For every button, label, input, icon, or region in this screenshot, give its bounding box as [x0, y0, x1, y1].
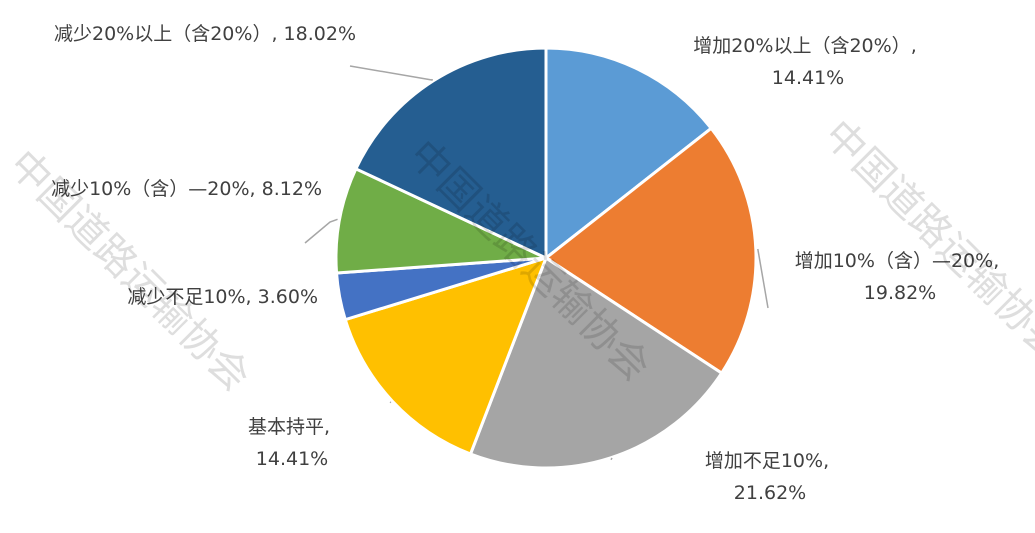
leader-line [757, 248, 769, 309]
label-separator: , [911, 35, 923, 57]
category-label: 减少不足10% [127, 286, 245, 308]
value-label: 8.12% [262, 178, 322, 200]
leader-line [389, 401, 392, 404]
pie-slice [353, 46, 548, 261]
pie-slice [468, 255, 724, 470]
data-label: 增加20%以上（含20%）, 14.41% [693, 35, 923, 89]
pie-slice [343, 255, 549, 456]
value-label: 14.41% [256, 448, 328, 470]
label-separator: , [250, 178, 262, 200]
category-label: 减少20%以上（含20%） [54, 23, 271, 45]
data-label: 减少不足10%, 3.60% [127, 286, 318, 308]
data-label: 增加10%（含）—20%, 19.82% [795, 250, 1006, 304]
category-label: 增加不足10% [705, 450, 823, 472]
category-label: 增加20%以上（含20%） [693, 35, 910, 57]
leader-line [610, 457, 613, 461]
label-separator: , [246, 286, 258, 308]
value-label: 3.60% [258, 286, 318, 308]
pie-slice [544, 46, 714, 262]
data-label: 增加不足10%, 21.62% [705, 450, 835, 504]
pie-slice [334, 166, 552, 275]
category-label: 减少10%（含）—20% [51, 178, 249, 200]
value-label: 21.62% [734, 482, 806, 504]
data-label: 减少20%以上（含20%）, 18.02% [54, 23, 356, 45]
pie-slice [543, 126, 758, 376]
category-label: 增加10%（含）—20% [795, 250, 993, 272]
data-label: 基本持平, 14.41% [248, 416, 336, 470]
value-label: 19.82% [864, 282, 936, 304]
category-label: 基本持平 [248, 416, 324, 438]
label-separator: , [324, 416, 336, 438]
label-separator: , [823, 450, 835, 472]
label-separator: , [993, 250, 1005, 272]
data-label: 减少10%（含）—20%, 8.12% [51, 178, 322, 200]
value-label: 14.41% [772, 67, 844, 89]
leader-line [349, 65, 434, 81]
label-separator: , [271, 23, 283, 45]
pie [334, 46, 758, 470]
value-label: 18.02% [284, 23, 356, 45]
labels: 增加20%以上（含20%）, 14.41% 增加10%（含）—20%, 19.82… [51, 23, 1005, 504]
leader-line [304, 218, 338, 244]
